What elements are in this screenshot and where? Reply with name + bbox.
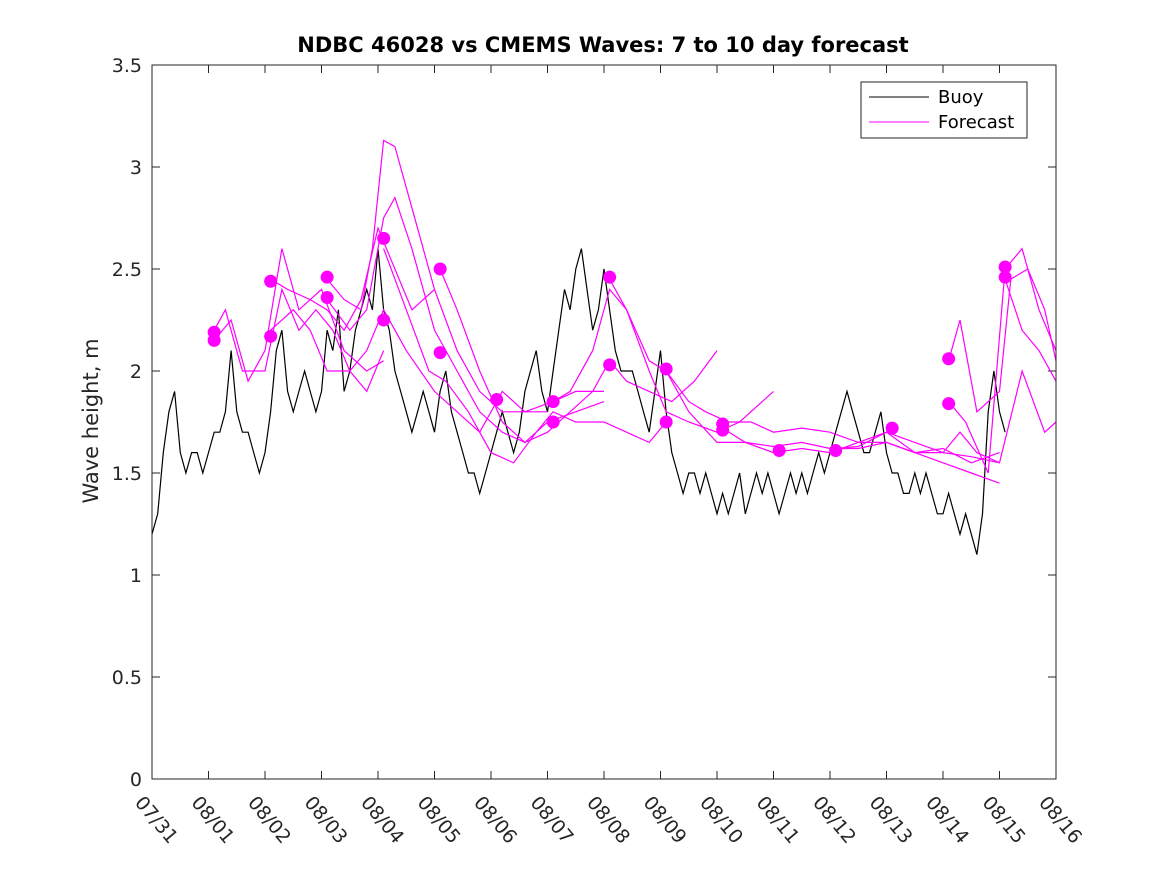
- forecast-point: [998, 260, 1012, 274]
- forecast-line: [213, 287, 385, 393]
- forecast-point: [942, 352, 956, 366]
- forecast-point: [433, 262, 447, 276]
- y-tick-label: 0: [130, 769, 142, 791]
- forecast-point: [829, 444, 843, 458]
- forecast-point: [546, 395, 560, 409]
- legend-forecast-label: Forecast: [938, 112, 1014, 133]
- forecast-point: [320, 270, 334, 284]
- legend: Buoy Forecast: [860, 81, 1028, 139]
- forecast-point: [998, 270, 1012, 284]
- forecast-point: [490, 393, 504, 407]
- y-axis-label: Wave height, m: [79, 338, 103, 503]
- forecast-point: [207, 333, 221, 347]
- buoy-line: [151, 248, 1006, 555]
- forecast-point: [320, 291, 334, 305]
- data-series: [151, 139, 1057, 555]
- y-tick-label: 1.5: [112, 463, 142, 485]
- forecast-line: [948, 268, 1057, 413]
- forecast-point: [603, 270, 617, 284]
- forecast-point: [546, 415, 560, 429]
- forecast-line: [552, 288, 774, 433]
- forecast-point: [885, 421, 899, 435]
- y-tick-label: 1: [130, 565, 142, 587]
- forecast-point: [659, 362, 673, 376]
- forecast-line: [213, 248, 384, 383]
- forecast-point: [377, 231, 391, 245]
- forecast-line: [722, 427, 1000, 484]
- legend-box: [860, 81, 1028, 139]
- forecast-line: [326, 139, 604, 413]
- y-tick-label: 0.5: [112, 667, 142, 689]
- legend-buoy-label: Buoy: [938, 87, 984, 108]
- forecast-point: [659, 415, 673, 429]
- forecast-line: [383, 248, 667, 464]
- forecast-point: [772, 444, 786, 458]
- forecast-point: [377, 313, 391, 327]
- forecast-line: [439, 268, 718, 444]
- forecast-point: [264, 329, 278, 343]
- chart-title: NDBC 46028 vs CMEMS Waves: 7 to 10 day f…: [297, 33, 908, 57]
- forecast-point: [264, 274, 278, 288]
- forecast-point: [433, 346, 447, 360]
- y-tick-label: 3: [130, 157, 142, 179]
- y-tick-label: 3.5: [112, 55, 142, 77]
- forecast-line: [270, 226, 435, 332]
- forecast-line: [835, 368, 1057, 464]
- y-tick-label: 2: [130, 361, 142, 383]
- forecast-point: [942, 397, 956, 411]
- y-tick-label: 2.5: [112, 259, 142, 281]
- forecast-point: [716, 423, 730, 437]
- forecast-line: [1004, 279, 1057, 382]
- plot-frame: [151, 64, 1057, 780]
- forecast-point: [603, 358, 617, 372]
